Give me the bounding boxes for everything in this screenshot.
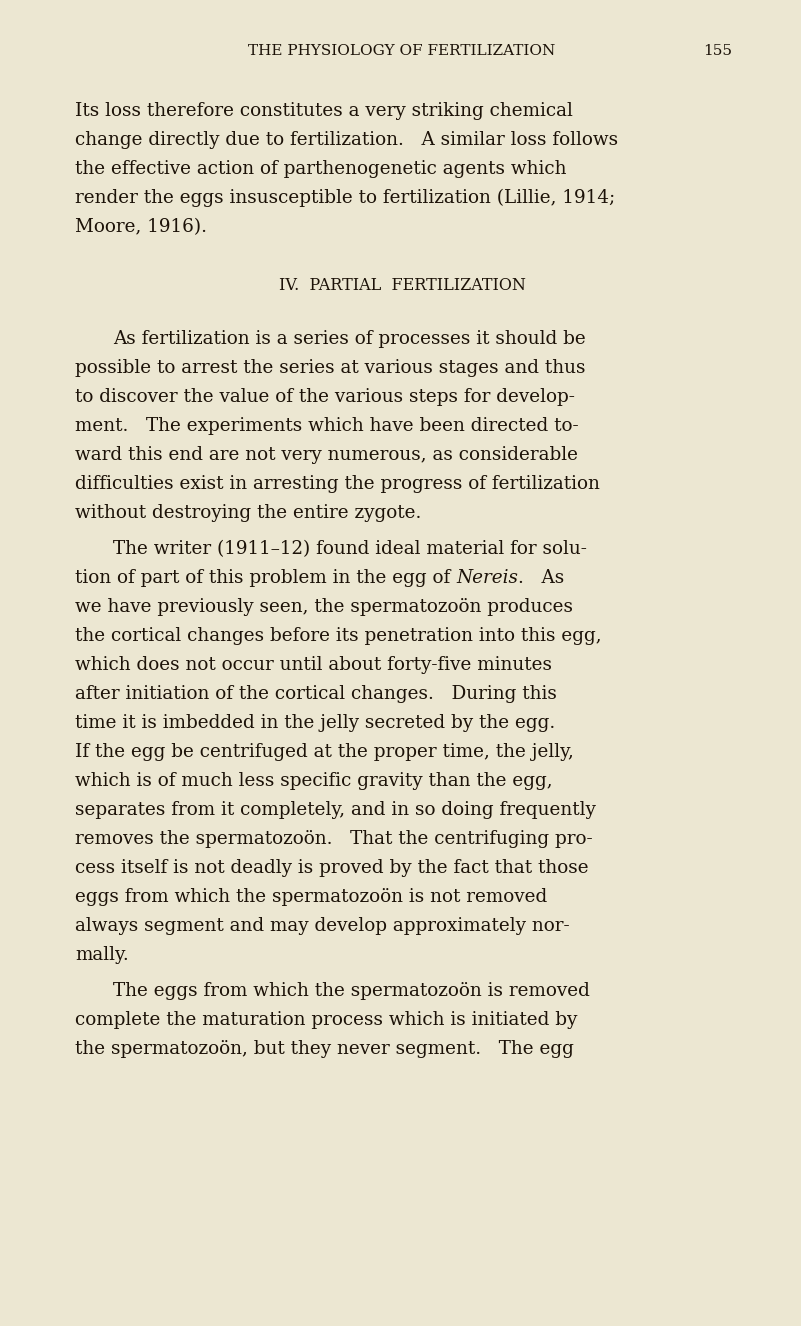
Text: The writer (1911–12) found ideal material for solu-: The writer (1911–12) found ideal materia… [113,541,587,558]
Text: the effective action of parthenogenetic agents which: the effective action of parthenogenetic … [75,160,566,178]
Text: complete the maturation process which is initiated by: complete the maturation process which is… [75,1010,578,1029]
Text: .   As: . As [518,569,564,587]
Text: Moore, 1916).: Moore, 1916). [75,217,207,236]
Text: tion of part of this problem in the egg of: tion of part of this problem in the egg … [75,569,456,587]
Text: to discover the value of the various steps for develop-: to discover the value of the various ste… [75,389,575,406]
Text: time it is imbedded in the jelly secreted by the egg.: time it is imbedded in the jelly secrete… [75,715,555,732]
Text: the cortical changes before its penetration into this egg,: the cortical changes before its penetrat… [75,627,602,646]
Text: render the eggs insusceptible to fertilization (Lillie, 1914;: render the eggs insusceptible to fertili… [75,188,615,207]
Text: we have previously seen, the spermatozoön produces: we have previously seen, the spermatozoö… [75,598,573,617]
Text: The eggs from which the spermatozoön is removed: The eggs from which the spermatozoön is … [113,983,590,1000]
Text: difficulties exist in arresting the progress of fertilization: difficulties exist in arresting the prog… [75,475,600,493]
Text: THE PHYSIOLOGY OF FERTILIZATION: THE PHYSIOLOGY OF FERTILIZATION [248,44,556,58]
Text: Nereis: Nereis [456,569,518,587]
Text: which does not occur until about forty-five minutes: which does not occur until about forty-f… [75,656,552,674]
Text: 155: 155 [703,44,732,58]
Text: cess itself is not deadly is proved by the fact that those: cess itself is not deadly is proved by t… [75,859,589,876]
Text: after initiation of the cortical changes.   During this: after initiation of the cortical changes… [75,686,557,703]
Text: the spermatozoön, but they never segment.   The egg: the spermatozoön, but they never segment… [75,1040,574,1058]
Text: IV.  PARTIAL  FERTILIZATION: IV. PARTIAL FERTILIZATION [279,277,525,294]
Text: mally.: mally. [75,945,129,964]
Text: always segment and may develop approximately nor-: always segment and may develop approxima… [75,916,570,935]
Text: separates from it completely, and in so doing frequently: separates from it completely, and in so … [75,801,596,819]
Text: Its loss therefore constitutes a very striking chemical: Its loss therefore constitutes a very st… [75,102,573,119]
Text: change directly due to fertilization.   A similar loss follows: change directly due to fertilization. A … [75,131,618,149]
Text: As fertilization is a series of processes it should be: As fertilization is a series of processe… [113,330,586,349]
Text: eggs from which the spermatozoön is not removed: eggs from which the spermatozoön is not … [75,888,547,906]
Text: without destroying the entire zygote.: without destroying the entire zygote. [75,504,421,522]
Text: ward this end are not very numerous, as considerable: ward this end are not very numerous, as … [75,447,578,464]
Text: ment.   The experiments which have been directed to-: ment. The experiments which have been di… [75,418,578,435]
Text: removes the spermatozoön.   That the centrifuging pro-: removes the spermatozoön. That the centr… [75,830,593,849]
Text: which is of much less specific gravity than the egg,: which is of much less specific gravity t… [75,772,553,790]
Text: possible to arrest the series at various stages and thus: possible to arrest the series at various… [75,359,586,378]
Text: If the egg be centrifuged at the proper time, the jelly,: If the egg be centrifuged at the proper … [75,743,574,761]
